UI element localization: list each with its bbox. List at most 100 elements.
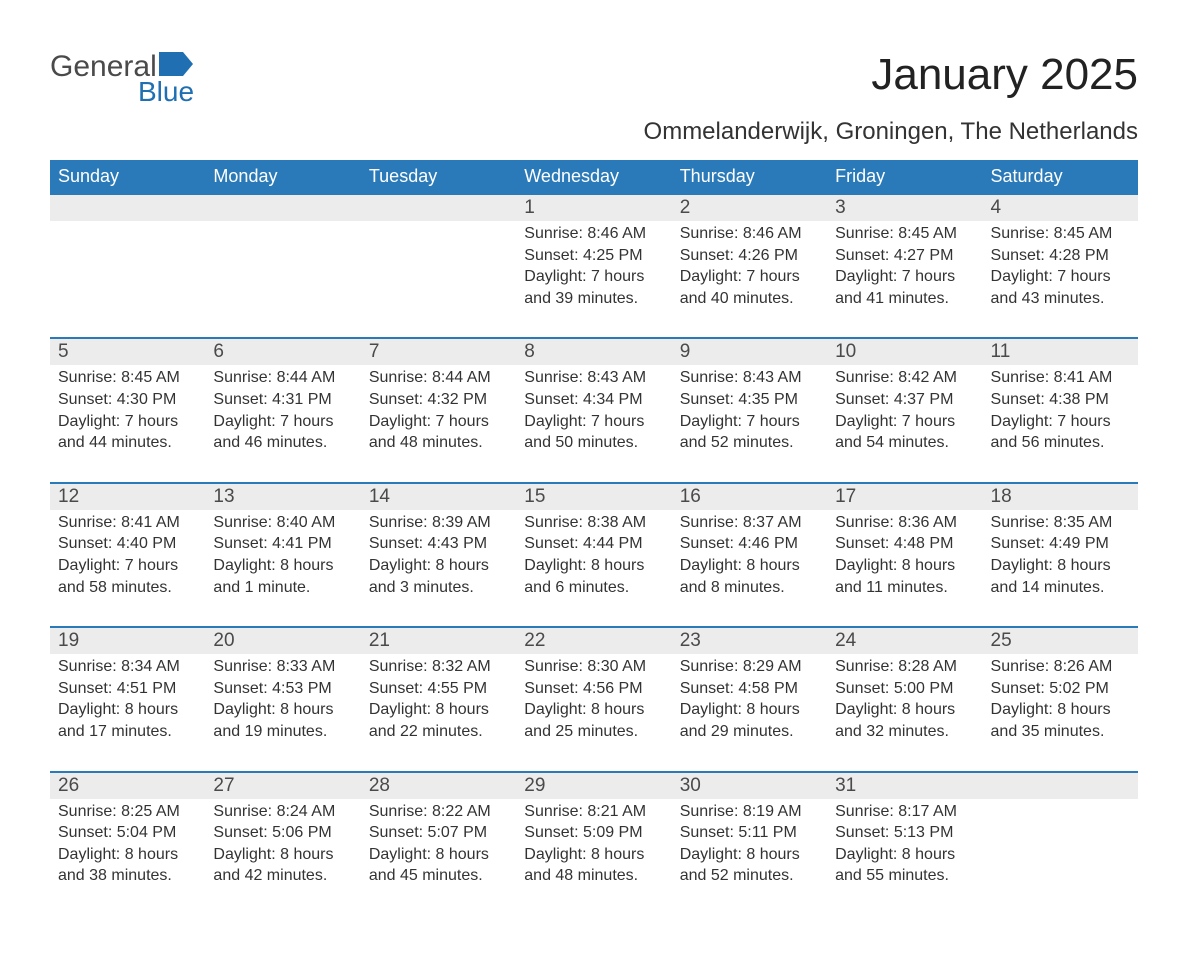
sunrise-text: Sunrise: 8:41 AM [58, 512, 197, 534]
sunset-text: Sunset: 5:00 PM [835, 678, 974, 700]
day-content-row: Sunrise: 8:46 AMSunset: 4:25 PMDaylight:… [50, 221, 1138, 337]
sunrise-text: Sunrise: 8:44 AM [213, 367, 352, 389]
sunrise-text: Sunrise: 8:39 AM [369, 512, 508, 534]
day-cell: Sunrise: 8:40 AMSunset: 4:41 PMDaylight:… [205, 510, 360, 626]
daylight-text: Daylight: 8 hours and 25 minutes. [524, 699, 663, 742]
daylight-text: Daylight: 8 hours and 52 minutes. [680, 844, 819, 887]
sunset-text: Sunset: 5:07 PM [369, 822, 508, 844]
day-number: 28 [361, 773, 516, 799]
day-cell: Sunrise: 8:21 AMSunset: 5:09 PMDaylight:… [516, 799, 671, 915]
sunset-text: Sunset: 4:56 PM [524, 678, 663, 700]
day-cell: Sunrise: 8:22 AMSunset: 5:07 PMDaylight:… [361, 799, 516, 915]
day-cell: Sunrise: 8:46 AMSunset: 4:25 PMDaylight:… [516, 221, 671, 337]
day-number: 14 [361, 484, 516, 510]
sunset-text: Sunset: 4:44 PM [524, 533, 663, 555]
sunset-text: Sunset: 4:38 PM [991, 389, 1130, 411]
day-cell: Sunrise: 8:37 AMSunset: 4:46 PMDaylight:… [672, 510, 827, 626]
dow-monday: Monday [205, 160, 360, 193]
day-cell: Sunrise: 8:42 AMSunset: 4:37 PMDaylight:… [827, 365, 982, 481]
day-cell: Sunrise: 8:45 AMSunset: 4:30 PMDaylight:… [50, 365, 205, 481]
daylight-text: Daylight: 8 hours and 3 minutes. [369, 555, 508, 598]
sunset-text: Sunset: 4:34 PM [524, 389, 663, 411]
sunrise-text: Sunrise: 8:17 AM [835, 801, 974, 823]
dow-sunday: Sunday [50, 160, 205, 193]
day-cell [50, 221, 205, 337]
daylight-text: Daylight: 8 hours and 14 minutes. [991, 555, 1130, 598]
daylight-text: Daylight: 8 hours and 38 minutes. [58, 844, 197, 887]
dow-friday: Friday [827, 160, 982, 193]
daylight-text: Daylight: 7 hours and 50 minutes. [524, 411, 663, 454]
daylight-text: Daylight: 8 hours and 11 minutes. [835, 555, 974, 598]
sunrise-text: Sunrise: 8:33 AM [213, 656, 352, 678]
day-cell: Sunrise: 8:17 AMSunset: 5:13 PMDaylight:… [827, 799, 982, 915]
dow-saturday: Saturday [983, 160, 1138, 193]
sunrise-text: Sunrise: 8:29 AM [680, 656, 819, 678]
daylight-text: Daylight: 7 hours and 54 minutes. [835, 411, 974, 454]
dow-thursday: Thursday [672, 160, 827, 193]
daylight-text: Daylight: 8 hours and 29 minutes. [680, 699, 819, 742]
sunrise-text: Sunrise: 8:45 AM [991, 223, 1130, 245]
daylight-text: Daylight: 7 hours and 58 minutes. [58, 555, 197, 598]
daylight-text: Daylight: 8 hours and 8 minutes. [680, 555, 819, 598]
sunset-text: Sunset: 4:32 PM [369, 389, 508, 411]
day-number: 19 [50, 628, 205, 654]
dow-tuesday: Tuesday [361, 160, 516, 193]
sunrise-text: Sunrise: 8:45 AM [835, 223, 974, 245]
day-number: 30 [672, 773, 827, 799]
sunrise-text: Sunrise: 8:30 AM [524, 656, 663, 678]
day-number: 6 [205, 339, 360, 365]
day-cell: Sunrise: 8:41 AMSunset: 4:40 PMDaylight:… [50, 510, 205, 626]
sunset-text: Sunset: 4:49 PM [991, 533, 1130, 555]
day-number: 3 [827, 195, 982, 221]
day-number: 16 [672, 484, 827, 510]
sunrise-text: Sunrise: 8:21 AM [524, 801, 663, 823]
day-content-row: Sunrise: 8:41 AMSunset: 4:40 PMDaylight:… [50, 510, 1138, 626]
week-row: 1234Sunrise: 8:46 AMSunset: 4:25 PMDayli… [50, 193, 1138, 337]
day-cell: Sunrise: 8:43 AMSunset: 4:34 PMDaylight:… [516, 365, 671, 481]
day-cell: Sunrise: 8:32 AMSunset: 4:55 PMDaylight:… [361, 654, 516, 770]
day-number: 25 [983, 628, 1138, 654]
day-number: 17 [827, 484, 982, 510]
day-number: 10 [827, 339, 982, 365]
daylight-text: Daylight: 8 hours and 55 minutes. [835, 844, 974, 887]
sunrise-text: Sunrise: 8:43 AM [524, 367, 663, 389]
day-number: 2 [672, 195, 827, 221]
day-number: 29 [516, 773, 671, 799]
day-number-row: 567891011 [50, 339, 1138, 365]
day-cell: Sunrise: 8:43 AMSunset: 4:35 PMDaylight:… [672, 365, 827, 481]
title-block: January 2025 Ommelanderwijk, Groningen, … [644, 50, 1138, 146]
sunset-text: Sunset: 4:41 PM [213, 533, 352, 555]
sunrise-text: Sunrise: 8:22 AM [369, 801, 508, 823]
daylight-text: Daylight: 8 hours and 32 minutes. [835, 699, 974, 742]
weeks-container: 1234Sunrise: 8:46 AMSunset: 4:25 PMDayli… [50, 193, 1138, 915]
month-title: January 2025 [644, 50, 1138, 100]
sunset-text: Sunset: 4:31 PM [213, 389, 352, 411]
sunset-text: Sunset: 5:09 PM [524, 822, 663, 844]
day-number [205, 195, 360, 221]
day-cell: Sunrise: 8:33 AMSunset: 4:53 PMDaylight:… [205, 654, 360, 770]
day-number-row: 262728293031 [50, 773, 1138, 799]
daylight-text: Daylight: 8 hours and 17 minutes. [58, 699, 197, 742]
sunset-text: Sunset: 4:37 PM [835, 389, 974, 411]
sunset-text: Sunset: 4:53 PM [213, 678, 352, 700]
sunrise-text: Sunrise: 8:38 AM [524, 512, 663, 534]
sunset-text: Sunset: 4:26 PM [680, 245, 819, 267]
sunrise-text: Sunrise: 8:37 AM [680, 512, 819, 534]
day-number: 4 [983, 195, 1138, 221]
sunrise-text: Sunrise: 8:45 AM [58, 367, 197, 389]
sunset-text: Sunset: 4:28 PM [991, 245, 1130, 267]
daylight-text: Daylight: 7 hours and 44 minutes. [58, 411, 197, 454]
calendar-page: General Blue January 2025 Ommelanderwijk… [0, 0, 1188, 955]
day-number [361, 195, 516, 221]
day-number: 11 [983, 339, 1138, 365]
week-row: 262728293031Sunrise: 8:25 AMSunset: 5:04… [50, 771, 1138, 915]
sunrise-text: Sunrise: 8:46 AM [524, 223, 663, 245]
day-cell: Sunrise: 8:29 AMSunset: 4:58 PMDaylight:… [672, 654, 827, 770]
day-number: 22 [516, 628, 671, 654]
day-cell [361, 221, 516, 337]
sunrise-text: Sunrise: 8:40 AM [213, 512, 352, 534]
sunset-text: Sunset: 4:35 PM [680, 389, 819, 411]
day-cell: Sunrise: 8:34 AMSunset: 4:51 PMDaylight:… [50, 654, 205, 770]
day-number: 18 [983, 484, 1138, 510]
brand-logo: General Blue [50, 50, 194, 108]
